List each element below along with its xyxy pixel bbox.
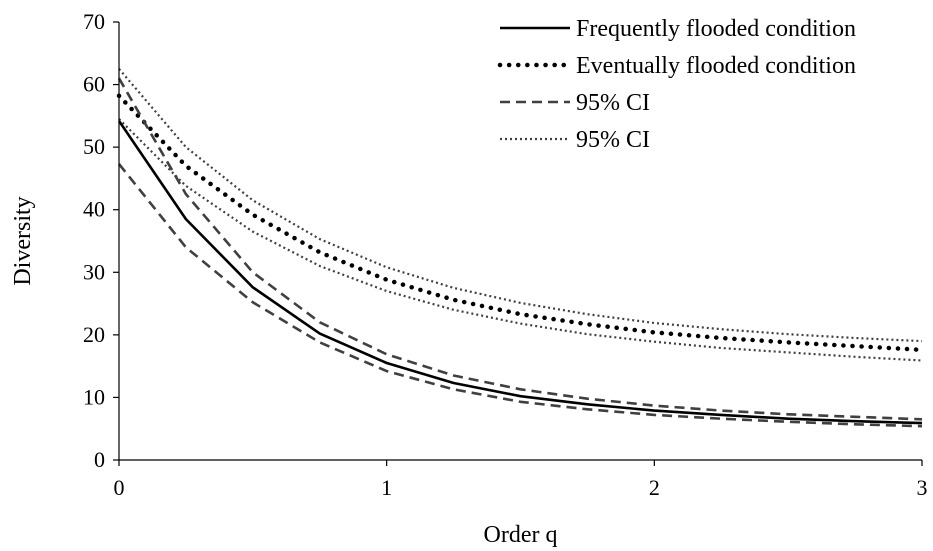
x-axis-ticks: 0 1 2 3 — [114, 460, 928, 500]
series-line-3 — [117, 163, 923, 428]
x-tick-label: 0 — [114, 475, 125, 500]
legend-label: 95% CI — [576, 90, 650, 116]
series-line-1 — [116, 93, 925, 353]
y-tick-label: 60 — [83, 72, 105, 97]
series-layer — [116, 68, 925, 428]
y-tick-label: 40 — [83, 197, 105, 222]
legend-label: Frequently flooded condition — [576, 16, 856, 42]
series-line-0 — [117, 120, 923, 425]
y-tick-label: 10 — [83, 384, 105, 409]
legend-label: Eventually flooded condition — [576, 53, 856, 79]
y-axis-title: Diversity — [10, 196, 36, 285]
y-tick-label: 70 — [83, 9, 105, 34]
y-tick-label: 50 — [83, 134, 105, 159]
y-tick-label: 20 — [83, 322, 105, 347]
x-tick-label: 3 — [917, 475, 928, 500]
x-tick-label: 1 — [381, 475, 392, 500]
x-axis-title: Order q — [484, 522, 558, 548]
y-tick-label: 30 — [83, 259, 105, 284]
legend-label: 95% CI — [576, 127, 650, 153]
y-axis-ticks: 0 10 20 30 40 50 60 70 — [83, 9, 119, 472]
series-line-2 — [117, 77, 923, 421]
series-line-4 — [118, 68, 923, 343]
x-tick-label: 2 — [649, 475, 660, 500]
y-tick-label: 0 — [94, 447, 105, 472]
series-line-5 — [118, 118, 923, 362]
legend: Frequently flooded condition Eventually f… — [497, 16, 856, 153]
